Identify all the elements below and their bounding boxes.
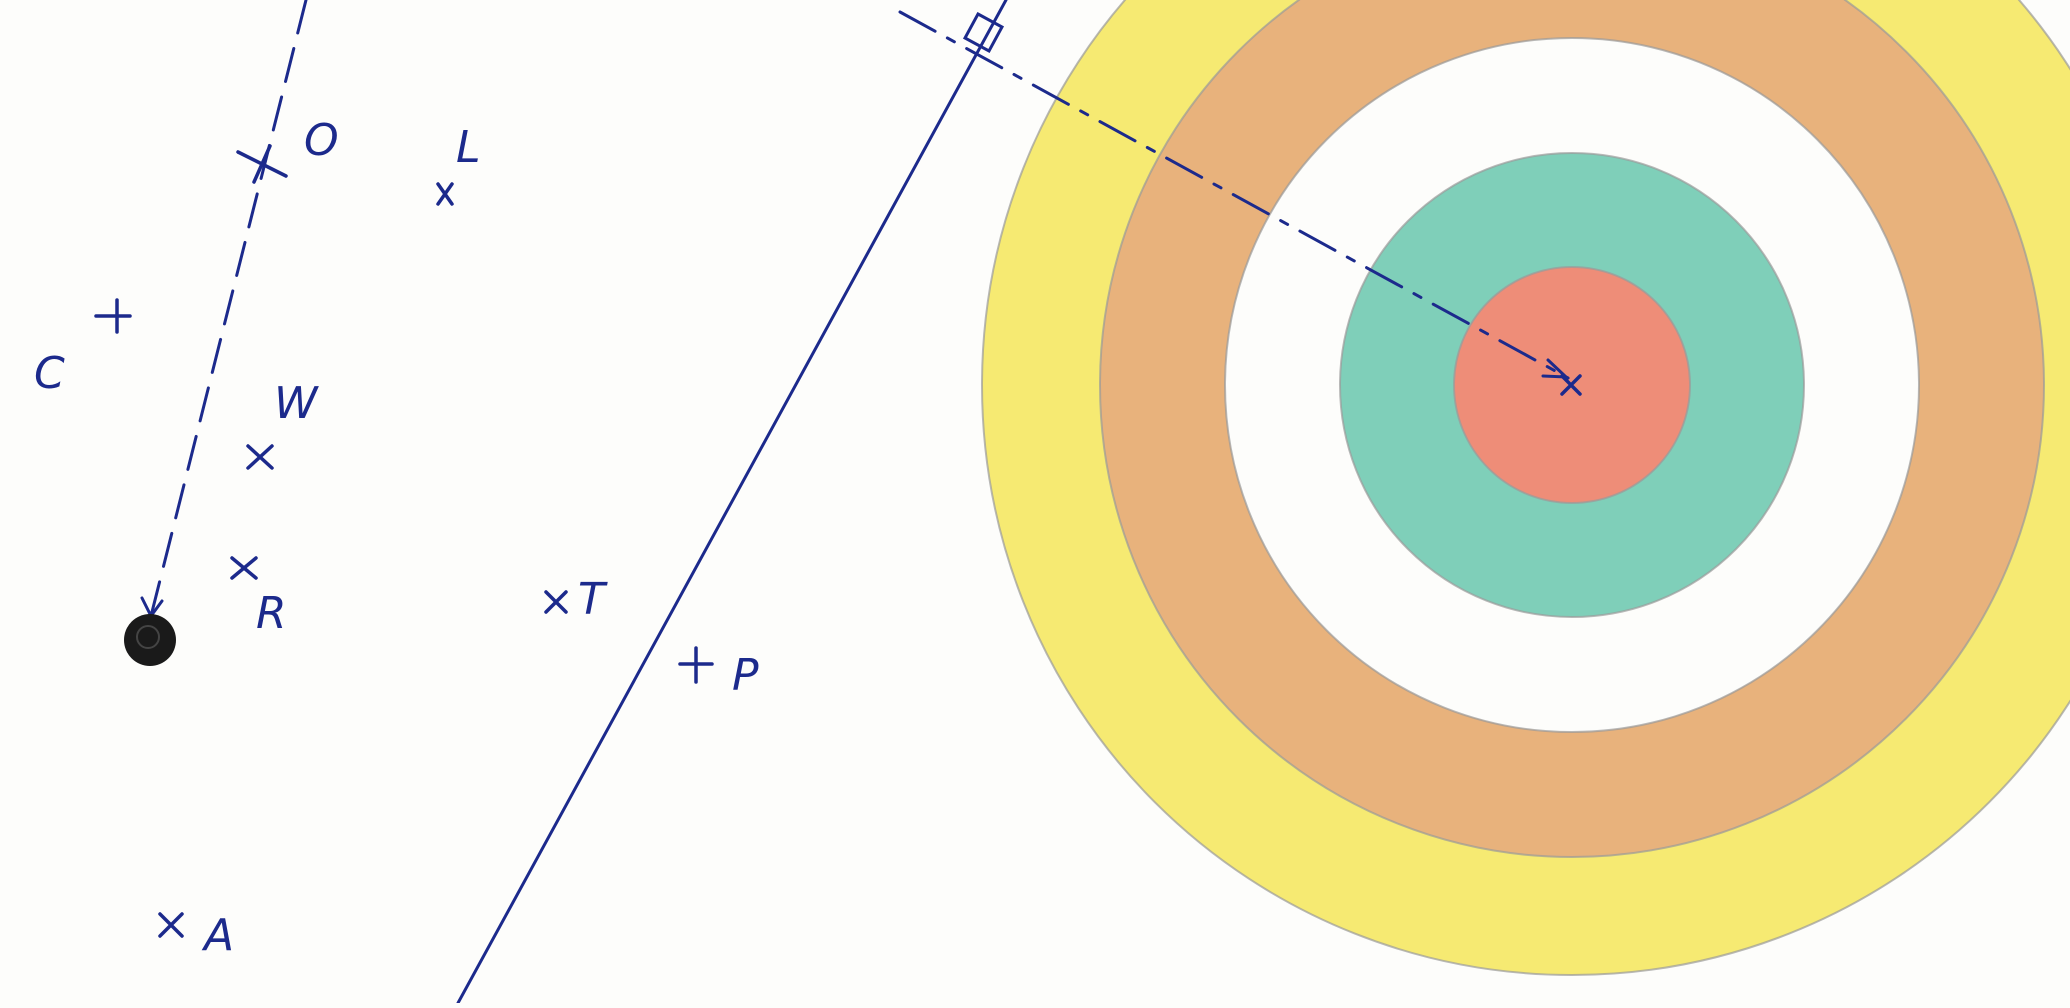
target-rings xyxy=(981,0,2070,976)
point-C: C xyxy=(34,298,132,399)
point-T: T xyxy=(544,574,608,625)
black-dot xyxy=(124,614,176,666)
dashed-line-to-dot xyxy=(150,0,308,614)
point-O-label: O xyxy=(304,115,339,166)
white-ring-edge xyxy=(1224,37,1920,733)
point-R-label: R xyxy=(256,588,287,639)
outer-yellow-ring-edge xyxy=(981,0,2070,976)
point-L: L xyxy=(436,122,481,206)
point-W: W xyxy=(246,378,319,470)
point-O: O xyxy=(236,115,339,184)
point-R: R xyxy=(230,556,287,639)
dash-dot-perpendicular-line xyxy=(898,10,1570,380)
point-P: P xyxy=(678,646,759,701)
arrowhead-at-target-centre xyxy=(1541,358,1570,379)
point-A-label: A xyxy=(201,910,234,961)
teal-ring-edge xyxy=(1339,152,1805,618)
point-P-label: P xyxy=(732,650,759,701)
solid-line xyxy=(456,0,1008,1005)
orange-ring-edge xyxy=(1099,0,2045,858)
point-A: A xyxy=(158,910,234,961)
point-C-label: C xyxy=(34,348,65,399)
right-angle-square-marker xyxy=(962,11,1005,54)
target-centre-cross-icon xyxy=(1560,374,1582,396)
point-T-label: T xyxy=(578,574,608,625)
red-bullseye-edge xyxy=(1453,266,1691,504)
point-W-label: W xyxy=(274,378,319,429)
point-L-label: L xyxy=(456,122,481,173)
